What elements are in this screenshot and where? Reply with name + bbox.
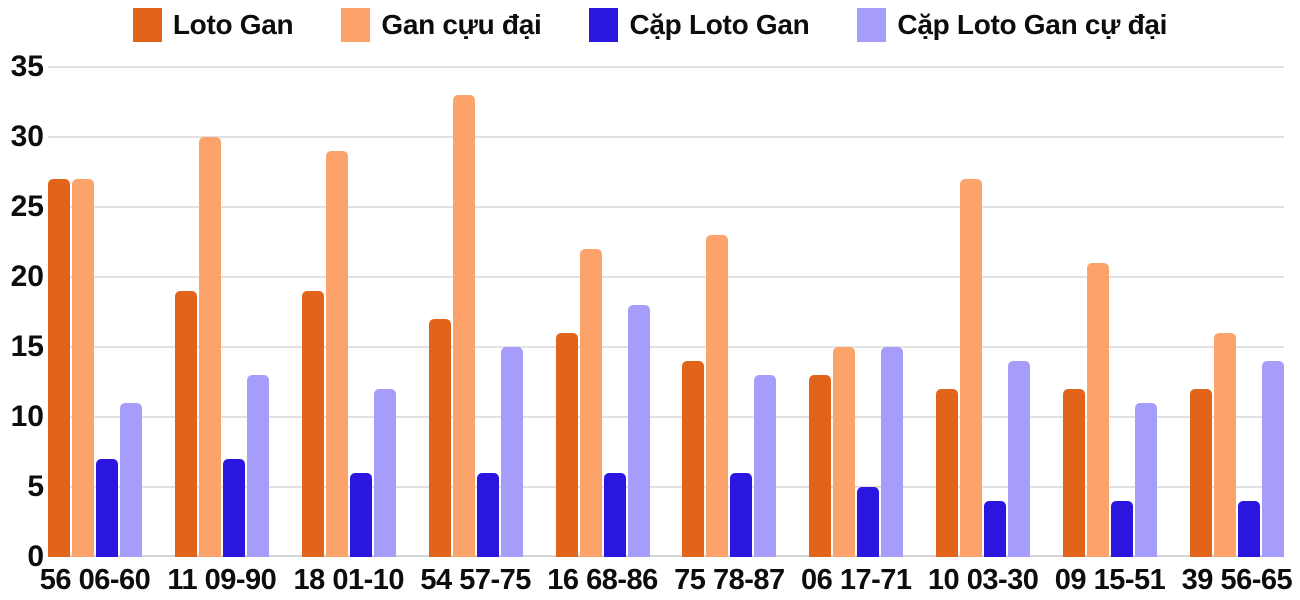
bar-series-3: [1261, 361, 1284, 557]
y-tick-label: 25: [10, 190, 44, 223]
bar-series-0: [809, 375, 832, 557]
bar-series-1: [833, 347, 856, 557]
gridline: [48, 486, 1284, 488]
bar-series-1: [198, 137, 221, 557]
x-axis-label: 54 57-75: [420, 564, 531, 596]
y-tick-label: 5: [27, 470, 44, 503]
x-axis-label: 18 01-10: [293, 564, 405, 596]
bar-groups: 56 06-60 11 09-90 18 01-10 54 57-75 16 68-86…: [40, 67, 1293, 596]
bar-group: 56 06-60: [40, 67, 151, 596]
bar-series-0: [48, 179, 70, 557]
y-tick-label: 35: [10, 50, 44, 83]
bar-series-1: [1213, 333, 1236, 557]
legend-item-3[interactable]: Cặp Loto Gan cự đại: [857, 8, 1167, 42]
bar-series-3: [373, 389, 396, 557]
bar-series-3: [754, 375, 777, 557]
gridline: [48, 276, 1284, 278]
bar-series-0: [301, 291, 324, 557]
bar-series-3: [120, 403, 142, 557]
legend-swatch-icon: [132, 8, 162, 42]
gridline: [48, 136, 1284, 138]
legend-swatch-icon: [857, 8, 887, 42]
bar-series-1: [1087, 263, 1109, 557]
bar-series-0: [555, 333, 578, 557]
bar-group: 11 09-90: [167, 67, 277, 596]
bar-group: 39 56-65: [1182, 67, 1293, 596]
x-axis-label: 56 06-60: [39, 564, 151, 596]
bar-series-2: [730, 473, 753, 557]
bar-group: 18 01-10: [294, 67, 404, 596]
legend-item-1[interactable]: Gan cựu đại: [341, 8, 542, 42]
bar-series-1: [452, 95, 475, 557]
bar-series-2: [96, 459, 118, 557]
bar-series-1: [706, 235, 729, 557]
x-axis-label: 11 09-90: [167, 564, 277, 596]
bar-series-2: [984, 501, 1007, 557]
legend-label: Cặp Loto Gan: [629, 9, 810, 40]
y-tick-label: 30: [10, 120, 44, 153]
bar-series-3: [246, 375, 269, 557]
bar-series-2: [1111, 501, 1133, 557]
gridline: [48, 206, 1284, 208]
bar-series-0: [428, 319, 451, 557]
y-tick-label: 0: [27, 540, 44, 573]
legend-label: Cặp Loto Gan cự đại: [897, 9, 1168, 40]
bar-group: 09 15-51: [1055, 67, 1166, 596]
bar-group: 75 78-87: [674, 67, 785, 596]
y-tick-label: 20: [10, 260, 44, 293]
x-axis-label: 06 17-71: [801, 564, 912, 596]
bar-series-0: [1063, 389, 1085, 557]
bar-series-1: [72, 179, 94, 557]
bar-series-3: [627, 305, 650, 557]
x-axis-line: [48, 555, 1284, 557]
gridline: [48, 346, 1284, 348]
bar-series-2: [1237, 501, 1260, 557]
bar-series-0: [936, 389, 959, 557]
bar-series-0: [682, 361, 705, 557]
bar-series-1: [960, 179, 983, 557]
x-axis-label: 75 78-87: [674, 564, 785, 596]
x-axis-label: 09 15-51: [1054, 564, 1166, 596]
bar-series-1: [325, 151, 348, 557]
gridline: [48, 66, 1284, 68]
legend-label: Loto Gan: [172, 9, 294, 40]
bar-series-2: [222, 459, 245, 557]
bar-series-2: [603, 473, 626, 557]
bar-group: 06 17-71: [801, 67, 912, 596]
bar-group: 10 03-30: [928, 67, 1039, 596]
legend-item-0[interactable]: Loto Gan: [132, 8, 294, 42]
y-tick-label: 10: [10, 400, 44, 433]
bar-series-3: [1008, 361, 1031, 557]
legend-swatch-icon: [589, 8, 619, 42]
x-axis-label: 10 03-30: [927, 564, 1039, 596]
x-axis-label: 39 56-65: [1181, 564, 1293, 596]
bar-series-3: [500, 347, 523, 557]
bar-series-2: [857, 487, 880, 557]
plot-area: 56 06-60 11 09-90 18 01-10 54 57-75 16 68-86…: [40, 66, 1293, 596]
bar-series-0: [1189, 389, 1212, 557]
bar-series-1: [579, 249, 602, 557]
gridline: [48, 416, 1284, 418]
chart-legend: Loto Gan Gan cựu đại Cặp Loto Gan Cặp Loto …: [0, 8, 1300, 42]
bar-series-3: [881, 347, 904, 557]
bar-series-0: [174, 291, 197, 557]
x-axis-label: 16 68-86: [547, 564, 658, 596]
bar-group: 16 68-86: [547, 67, 658, 596]
bar-series-2: [476, 473, 499, 557]
y-axis-labels: 0 5 10 15 20 25 30 35: [0, 50, 44, 573]
bar-series-2: [349, 473, 372, 557]
legend-swatch-icon: [341, 8, 371, 42]
legend-label: Gan cựu đại: [381, 9, 542, 40]
bar-series-3: [1135, 403, 1157, 557]
legend-item-2[interactable]: Cặp Loto Gan: [589, 8, 810, 42]
y-tick-label: 15: [10, 330, 44, 363]
bar-group: 54 57-75: [420, 67, 531, 596]
